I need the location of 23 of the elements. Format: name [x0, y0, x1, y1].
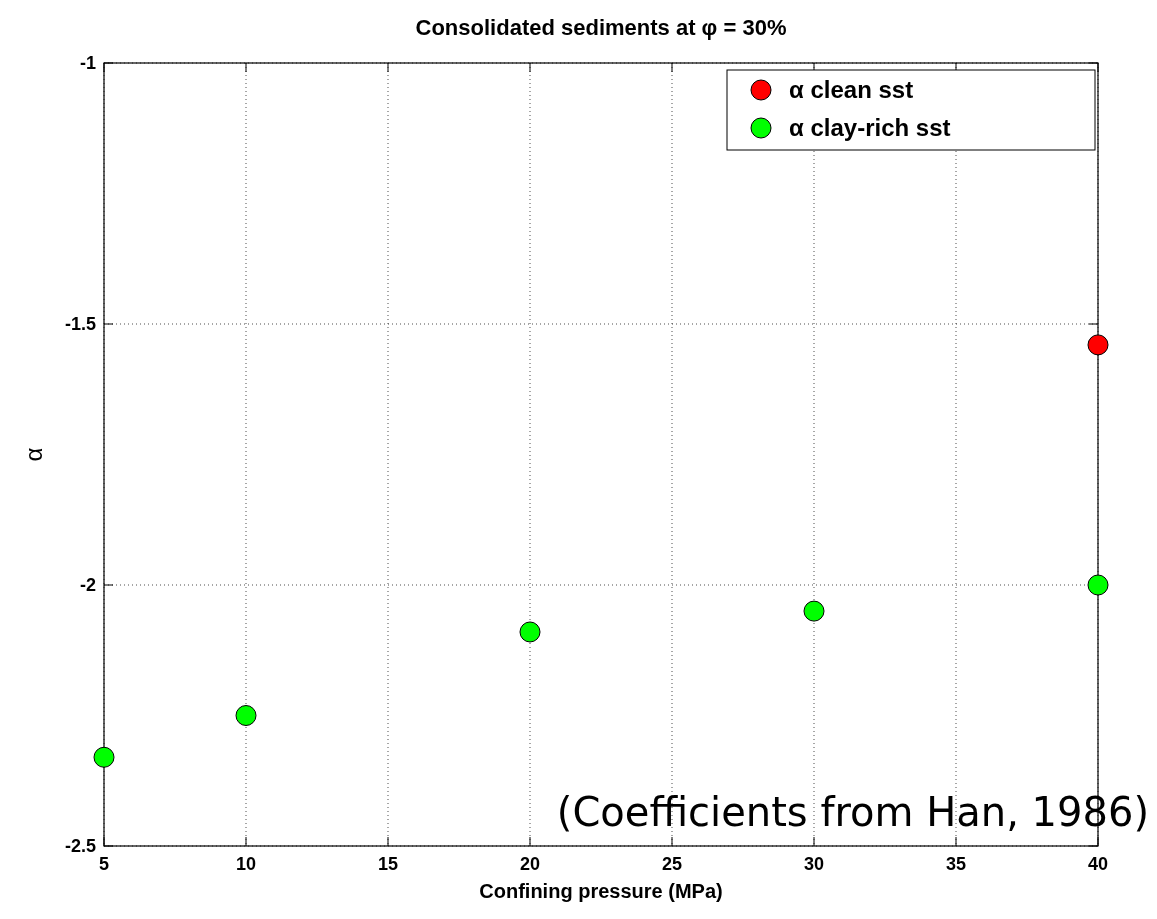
point — [235, 705, 257, 726]
y-tick-label: -1.5 — [64, 314, 96, 335]
point — [93, 746, 115, 768]
x-tick-label: 30 — [803, 854, 825, 874]
x-tick-label: 15 — [377, 854, 399, 874]
point — [519, 621, 541, 643]
point — [803, 600, 825, 622]
y-tick-label: -2 — [79, 575, 96, 596]
y-tick-label: -1 — [79, 53, 96, 74]
point — [1087, 574, 1109, 596]
legend-label: α clean sst — [789, 76, 914, 104]
point — [1087, 334, 1109, 356]
x-tick-label: 35 — [945, 854, 967, 874]
x-tick-label: 20 — [519, 854, 541, 874]
x-tick-label: 25 — [661, 854, 683, 874]
x-tick-label: 40 — [1087, 854, 1109, 874]
chart-title: Consolidated sediments at φ = 30% — [415, 15, 787, 40]
y-tick-label: -2.5 — [64, 836, 96, 857]
x-axis-title: Confining pressure (MPa) — [479, 880, 723, 902]
y-axis-title: α — [20, 447, 47, 462]
legend-label: α clay-rich sst — [789, 114, 951, 142]
x-tick-label: 5 — [98, 854, 110, 874]
x-tick-label: 10 — [235, 854, 257, 874]
